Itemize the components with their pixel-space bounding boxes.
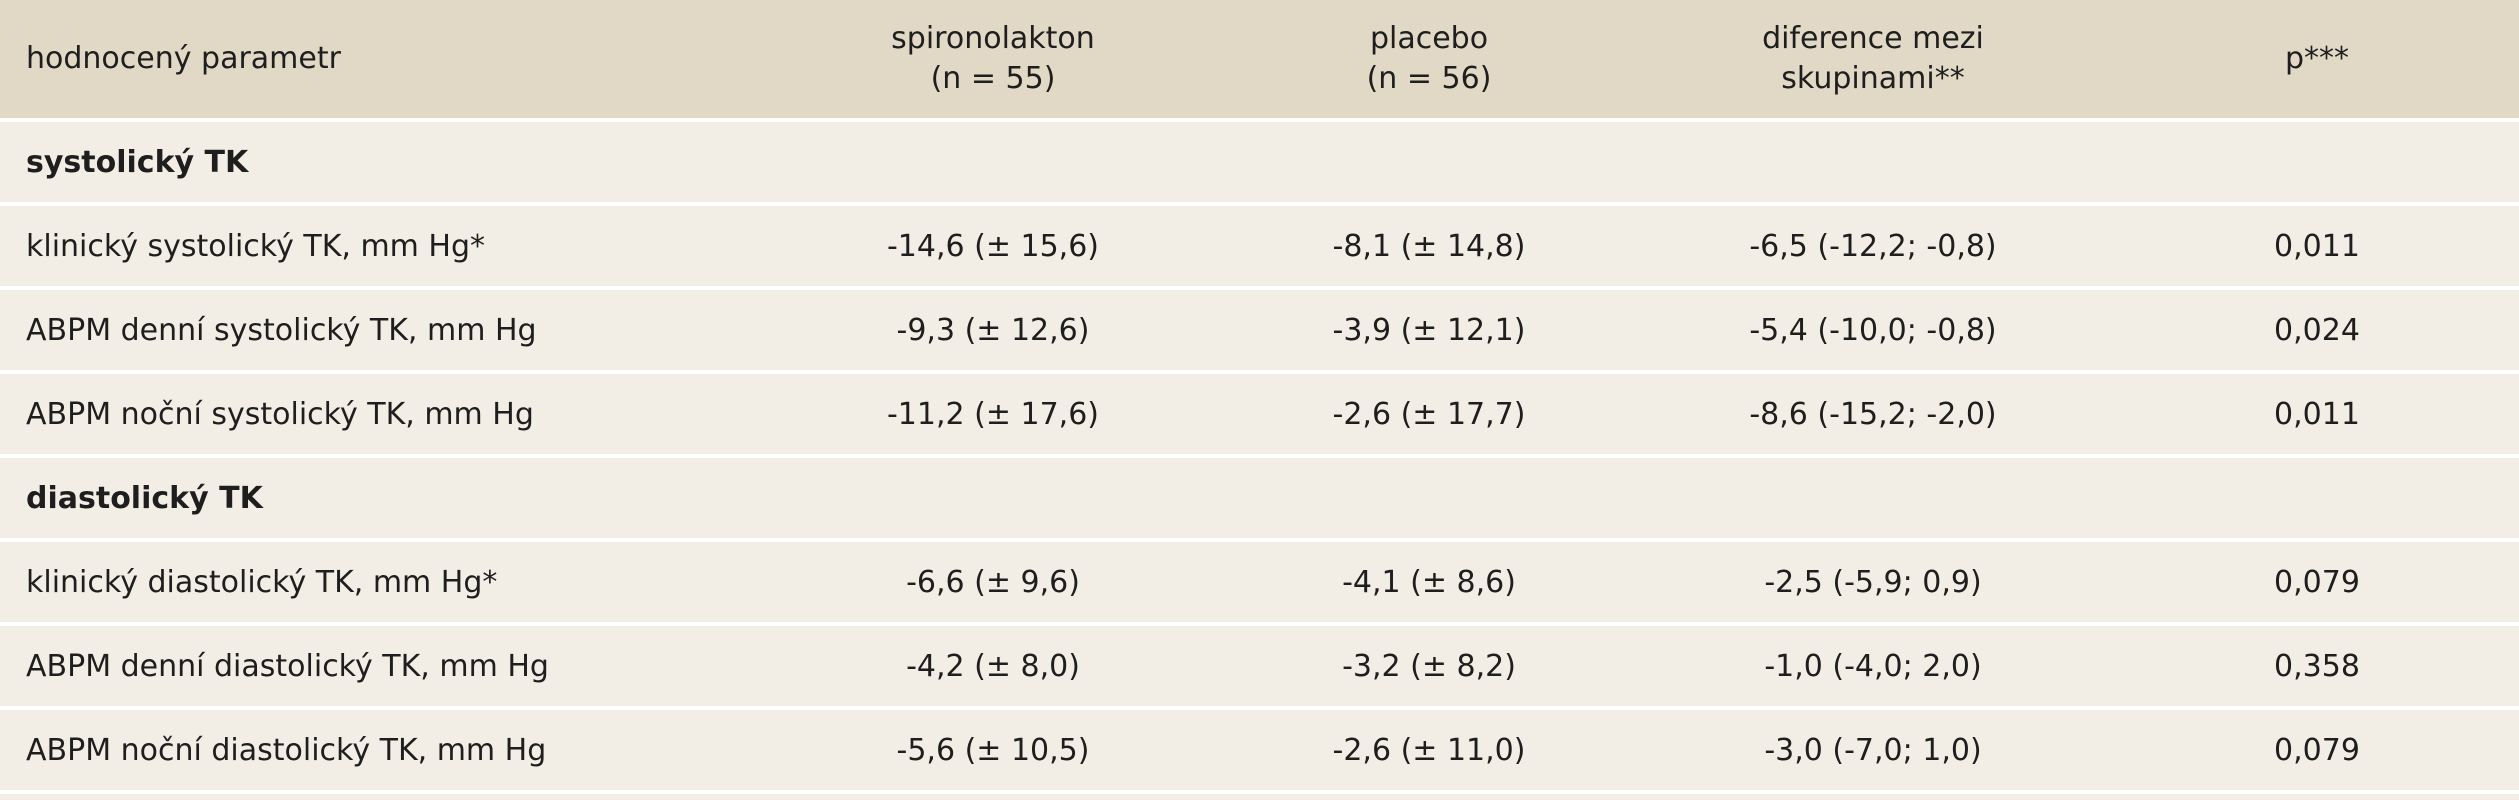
value-cell: 0,079 bbox=[2115, 540, 2519, 626]
header-line: hodnocený parametr bbox=[26, 41, 341, 76]
table-header: hodnocený parametr spironolakton (n = 55) p… bbox=[0, 0, 2519, 122]
value-cell: -5,6 (± 10,5) bbox=[759, 708, 1227, 794]
data-row: ABPM noční systolický TK, mm Hg -11,2 (± … bbox=[0, 372, 2519, 458]
value-cell: -4,2 (± 8,0) bbox=[759, 624, 1227, 710]
value-cell: -8,6 (-15,2; -2,0) bbox=[1631, 372, 2115, 458]
data-row: klinický diastolický TK, mm Hg* -6,6 (± 9… bbox=[0, 540, 2519, 626]
value-cell: -4,1 (± 8,6) bbox=[1227, 540, 1631, 626]
header-cell: spironolakton (n = 55) bbox=[759, 0, 1227, 122]
header-row: hodnocený parametr spironolakton (n = 55) p… bbox=[0, 0, 2519, 122]
value-cell: 0,024 bbox=[2115, 288, 2519, 374]
value-cell: -11,2 (± 17,6) bbox=[759, 372, 1227, 458]
value-cell: -2,5 (-5,9; 0,9) bbox=[1631, 540, 2115, 626]
parameter-cell: ABPM noční diastolický TK, mm Hg bbox=[0, 708, 759, 794]
value-cell: -3,0 (-7,0; 1,0) bbox=[1631, 708, 2115, 794]
header-cell: diference mezi skupinami** bbox=[1631, 0, 2115, 122]
value-cell: 0,011 bbox=[2115, 372, 2519, 458]
parameter-cell: ABPM denní diastolický TK, mm Hg bbox=[0, 624, 759, 710]
section-title: diastolický TK bbox=[0, 456, 2519, 542]
data-row: ABPM denní systolický TK, mm Hg -9,3 (± 1… bbox=[0, 288, 2519, 374]
value-cell: -6,5 (-12,2; -0,8) bbox=[1631, 204, 2115, 290]
header-cell: hodnocený parametr bbox=[0, 0, 759, 122]
value-cell: -6,6 (± 9,6) bbox=[759, 540, 1227, 626]
value-cell: -9,3 (± 12,6) bbox=[759, 288, 1227, 374]
header-line: (n = 56) bbox=[1366, 61, 1492, 96]
value-cell: -2,6 (± 11,0) bbox=[1227, 708, 1631, 794]
header-line: placebo bbox=[1369, 21, 1489, 56]
value-cell: -8,1 (± 14,8) bbox=[1227, 204, 1631, 290]
value-cell: -3,2 (± 8,2) bbox=[1227, 624, 1631, 710]
header-line: spironolakton bbox=[891, 21, 1095, 56]
header-cell: placebo (n = 56) bbox=[1227, 0, 1631, 122]
data-row: ABPM noční diastolický TK, mm Hg -5,6 (± … bbox=[0, 708, 2519, 794]
table-body: systolický TK klinický systolický TK, mm … bbox=[0, 120, 2519, 794]
data-row: klinický systolický TK, mm Hg* -14,6 (± 1… bbox=[0, 204, 2519, 290]
value-cell: -14,6 (± 15,6) bbox=[759, 204, 1227, 290]
header-line: diference mezi bbox=[1762, 21, 1984, 56]
value-cell: 0,079 bbox=[2115, 708, 2519, 794]
value-cell: 0,358 bbox=[2115, 624, 2519, 710]
parameter-cell: klinický diastolický TK, mm Hg* bbox=[0, 540, 759, 626]
value-cell: 0,011 bbox=[2115, 204, 2519, 290]
section-row: systolický TK bbox=[0, 120, 2519, 206]
value-cell: -1,0 (-4,0; 2,0) bbox=[1631, 624, 2115, 710]
section-row: diastolický TK bbox=[0, 456, 2519, 542]
value-cell: -2,6 (± 17,7) bbox=[1227, 372, 1631, 458]
parameter-cell: ABPM noční systolický TK, mm Hg bbox=[0, 372, 759, 458]
header-line: skupinami** bbox=[1781, 61, 1965, 96]
parameter-cell: klinický systolický TK, mm Hg* bbox=[0, 204, 759, 290]
value-cell: -5,4 (-10,0; -0,8) bbox=[1631, 288, 2115, 374]
section-title: systolický TK bbox=[0, 120, 2519, 206]
header-cell: p*** bbox=[2115, 0, 2519, 122]
header-line: p*** bbox=[2284, 41, 2350, 76]
data-row: ABPM denní diastolický TK, mm Hg -4,2 (± … bbox=[0, 624, 2519, 710]
value-cell: -3,9 (± 12,1) bbox=[1227, 288, 1631, 374]
header-line: (n = 55) bbox=[930, 61, 1056, 96]
parameter-cell: ABPM denní systolický TK, mm Hg bbox=[0, 288, 759, 374]
